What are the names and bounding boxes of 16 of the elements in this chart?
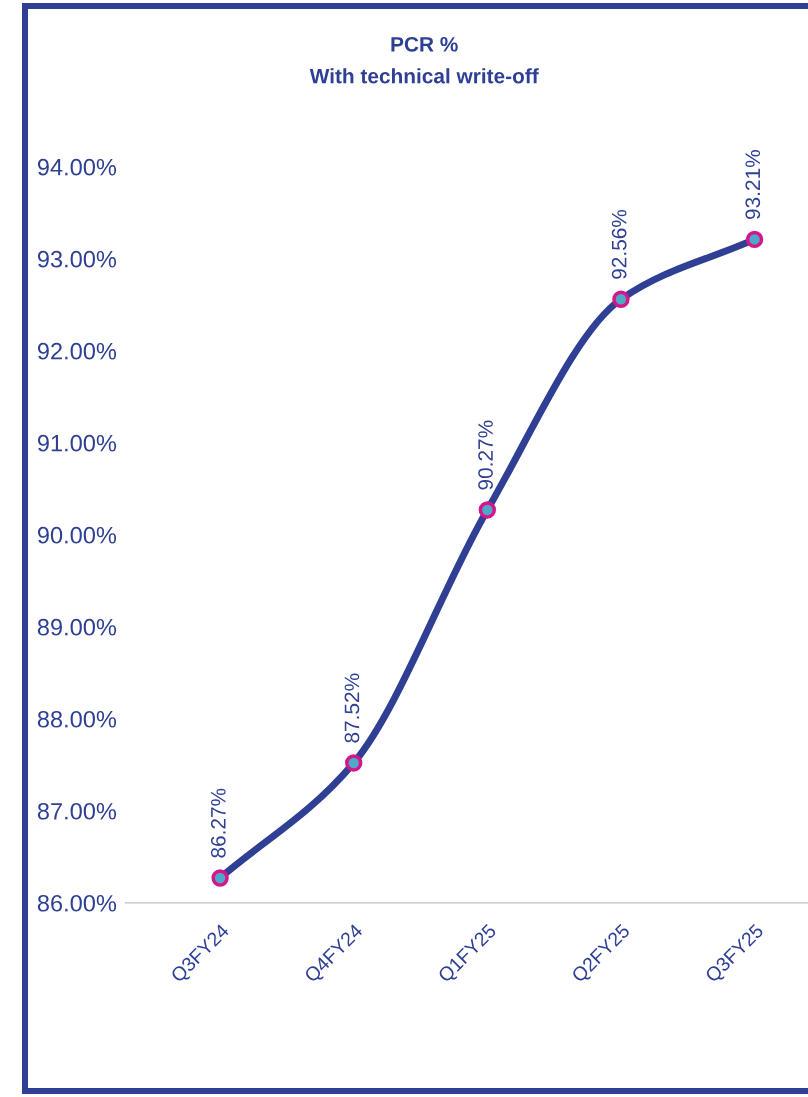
y-tick-label: 87.00%	[37, 802, 117, 820]
y-tick-label: 94.00%	[37, 158, 117, 176]
y-tick-label: 91.00%	[37, 434, 117, 452]
chart-title: PCR %	[391, 36, 458, 52]
y-tick-label: 90.00%	[37, 526, 117, 544]
y-tick-label: 92.00%	[37, 342, 117, 360]
chart-subtitle: With technical write-off	[309, 68, 539, 84]
data-label: 93.21%	[745, 150, 761, 220]
y-tick-label: 93.00%	[37, 250, 117, 268]
data-label: 86.27%	[210, 788, 226, 858]
data-label: 90.27%	[478, 420, 493, 490]
data-label: 92.56%	[611, 209, 627, 279]
data-label: 87.52%	[344, 673, 360, 743]
y-tick-label: 88.00%	[37, 710, 117, 728]
y-tick-label: 89.00%	[37, 618, 117, 636]
y-tick-label: 86.00%	[37, 894, 117, 912]
